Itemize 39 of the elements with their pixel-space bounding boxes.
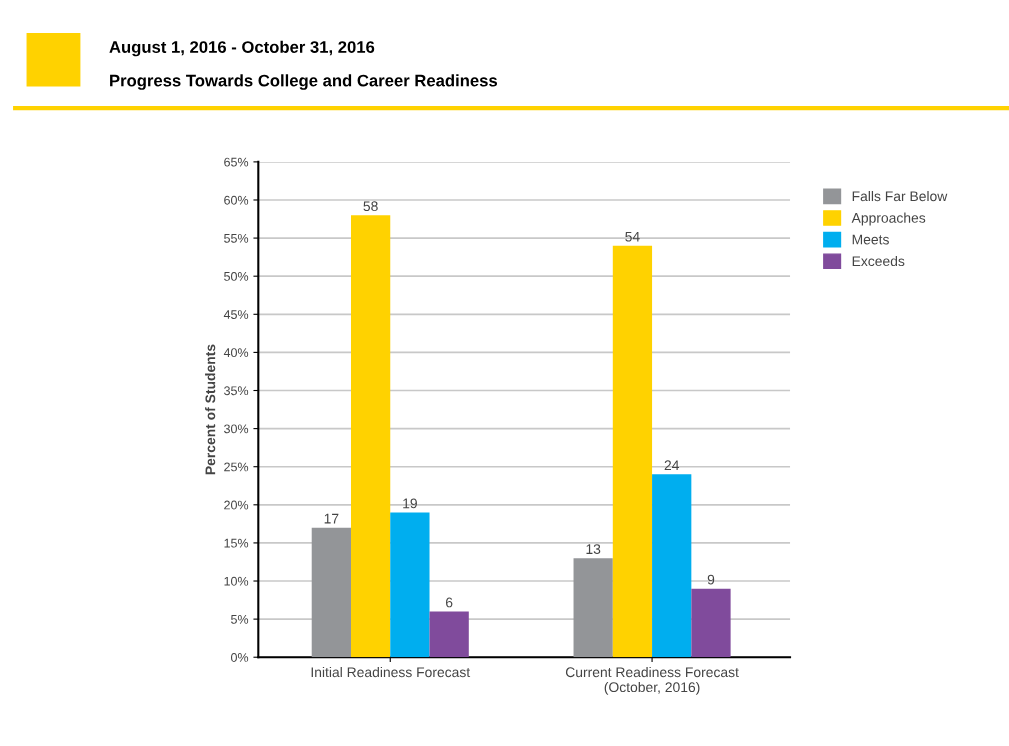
y-tick-label: 15% [224,538,249,548]
bar [573,558,613,658]
y-tick-label: 0% [231,653,249,662]
y-tick-label: 40% [223,348,249,358]
y-tick-label: 5% [231,614,249,624]
bar [350,215,391,658]
y-tick-label: 30% [224,424,249,434]
y-tick-label: 35% [224,386,249,396]
bar [390,512,430,658]
legend-label: Approaches [851,212,926,226]
data-label: 17 [324,513,339,524]
data-label: 6 [446,597,453,608]
data-label: 58 [363,201,378,212]
legend-label: Exceeds [852,255,905,267]
y-tick-label: 50% [224,271,249,281]
data-label: 54 [625,231,640,242]
y-tick-label: 65% [224,157,249,167]
bar [652,474,692,658]
y-tick-label: 20% [224,500,249,510]
bar [429,611,469,658]
y-axis-title: Percent of Students [205,344,216,475]
y-tick-label: 60% [224,195,249,205]
y-tick-label: 45% [223,310,249,319]
y-tick-label: 55% [224,233,249,243]
bar [691,588,731,658]
x-tick-label: Initial Readiness Forecast [311,666,471,678]
data-label: 13 [586,544,601,555]
x-tick-label: Current Readiness Forecast (October, 2016) [565,666,739,695]
chart-subtitle: Progress Towards College and Career Readiness [110,74,498,90]
legend-label: Meets [852,234,889,245]
data-label: 24 [664,460,680,471]
chart-title: August 1, 2016 - October 31, 2016 [109,40,375,57]
y-tick-label: 25% [224,462,249,472]
legend-label: Falls Far Below [852,190,948,202]
bar [612,245,653,658]
bar [311,527,351,658]
data-label: 19 [403,498,417,509]
y-tick-label: 10% [224,576,249,586]
data-label: 9 [707,574,715,585]
